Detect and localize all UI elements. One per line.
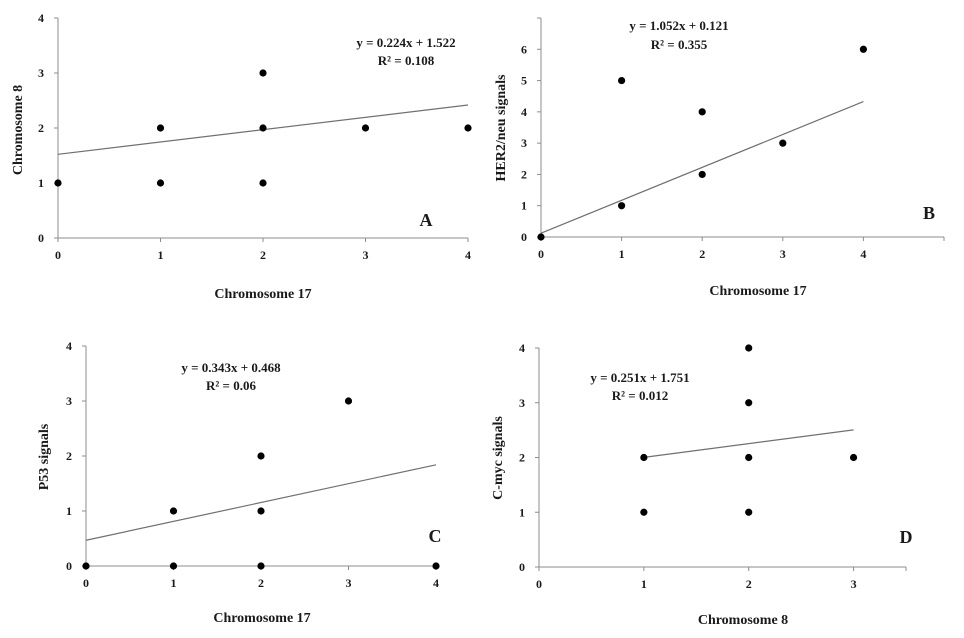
data-point xyxy=(432,562,440,570)
regression-equation: y = 0.224x + 1.522 xyxy=(356,35,455,50)
y-tick-label: 0 xyxy=(38,231,44,245)
y-tick-label: 1 xyxy=(66,504,72,518)
r-squared-label: R² = 0.355 xyxy=(651,37,708,52)
y-tick-label: 3 xyxy=(66,394,72,408)
data-point xyxy=(698,170,706,179)
y-tick-label: 4 xyxy=(38,11,44,25)
data-point xyxy=(745,453,753,462)
x-tick-label: 1 xyxy=(641,577,647,591)
x-tick-label: 1 xyxy=(158,248,164,262)
r-squared-label: R² = 0.108 xyxy=(378,53,435,68)
data-point xyxy=(156,179,165,187)
trendline xyxy=(540,101,864,234)
data-point xyxy=(640,453,648,462)
data-point xyxy=(259,69,267,77)
regression-equation: y = 0.251x + 1.751 xyxy=(590,370,689,385)
data-point xyxy=(169,562,178,570)
y-tick-label: 2 xyxy=(519,451,525,465)
panel-b: 0 1 2 3 4 0 1 2 3 4 5 6 Chromosome 17 HER2/neu signal… xyxy=(494,17,945,299)
data-point xyxy=(361,124,370,132)
data-point xyxy=(859,45,868,53)
y-tick-label: 4 xyxy=(519,341,525,355)
y-axis-title: C-myc signals xyxy=(491,416,506,500)
panel-c: 0 1 2 3 4 0 1 2 3 4 Chromosome 17 P53 signals y = 0.… xyxy=(37,339,442,626)
r-squared-label: R² = 0.012 xyxy=(612,388,668,403)
x-axis-title: Chromosome 17 xyxy=(213,611,310,626)
data-point xyxy=(745,399,753,407)
y-axis-title: Chromosome 8 xyxy=(11,85,26,175)
y-tick-label: 2 xyxy=(38,121,44,135)
x-tick-label: 2 xyxy=(699,247,705,261)
data-point xyxy=(82,562,90,570)
panel-letter: C xyxy=(429,526,442,546)
x-tick-label: 2 xyxy=(258,576,264,590)
x-axis-title: Chromosome 8 xyxy=(698,613,788,628)
y-tick-label: 2 xyxy=(521,167,527,181)
data-point xyxy=(259,124,267,132)
data-point xyxy=(779,139,787,147)
y-tick-label: 3 xyxy=(38,66,44,80)
y-tick-label: 1 xyxy=(519,505,525,519)
x-tick-label: 0 xyxy=(538,247,544,261)
y-tick-label: 3 xyxy=(521,136,527,150)
y-tick-label: 1 xyxy=(521,199,527,213)
regression-equation: y = 1.052x + 0.121 xyxy=(629,18,728,33)
y-tick-label: 4 xyxy=(521,105,527,119)
trendline xyxy=(85,464,437,541)
panel-d: 0 1 2 3 0 1 2 3 4 Chromosome 8 C-myc signals y = 0.… xyxy=(491,341,913,628)
y-tick-label: 1 xyxy=(38,176,44,190)
x-tick-label: 3 xyxy=(363,248,369,262)
x-tick-label: 3 xyxy=(346,576,352,590)
panel-letter: B xyxy=(923,203,935,223)
x-axis-title: Chromosome 17 xyxy=(214,287,311,302)
r-squared-label: R² = 0.06 xyxy=(206,378,256,393)
x-tick-label: 2 xyxy=(746,577,752,591)
x-tick-label: 3 xyxy=(851,577,857,591)
x-tick-label: 4 xyxy=(860,247,866,261)
data-point xyxy=(259,179,267,187)
x-tick-label: 4 xyxy=(465,248,471,262)
trendline xyxy=(643,429,854,458)
x-tick-label: 1 xyxy=(619,247,625,261)
data-point xyxy=(156,124,165,132)
x-tick-label: 3 xyxy=(780,247,786,261)
data-point xyxy=(54,179,62,187)
x-tick-label: 2 xyxy=(260,248,266,262)
x-tick-label: 0 xyxy=(55,248,61,262)
y-tick-label: 4 xyxy=(66,339,72,353)
data-point xyxy=(698,108,706,116)
data-point xyxy=(257,452,265,460)
x-tick-label: 0 xyxy=(536,577,542,591)
y-axis-title: HER2/neu signals xyxy=(494,74,509,182)
x-axis-title: Chromosome 17 xyxy=(709,284,806,299)
data-point xyxy=(849,453,858,462)
panel-letter: A xyxy=(420,210,433,230)
regression-equation: y = 0.343x + 0.468 xyxy=(181,360,281,375)
data-point xyxy=(257,507,265,515)
x-tick-label: 0 xyxy=(83,576,89,590)
data-point xyxy=(618,202,626,210)
data-point xyxy=(464,124,472,132)
y-tick-label: 0 xyxy=(521,230,527,244)
data-point xyxy=(618,76,626,85)
data-point xyxy=(344,397,353,405)
data-point xyxy=(745,508,753,516)
y-tick-label: 2 xyxy=(66,449,72,463)
x-tick-label: 1 xyxy=(171,576,177,590)
data-point xyxy=(745,344,753,352)
data-point xyxy=(640,508,648,516)
panel-a: 0 1 2 3 4 0 1 2 3 4 Chromosome 17 Chromosome 8 y = 0… xyxy=(11,11,472,302)
y-tick-label: 5 xyxy=(521,74,527,88)
data-point xyxy=(257,562,265,570)
x-tick-label: 4 xyxy=(433,576,439,590)
y-tick-label: 0 xyxy=(519,560,525,574)
y-axis-title: P53 signals xyxy=(37,423,52,490)
panel-letter: D xyxy=(900,527,913,547)
data-point xyxy=(169,507,178,515)
data-point xyxy=(537,233,545,241)
y-tick-label: 3 xyxy=(519,396,525,410)
y-tick-label: 0 xyxy=(66,559,72,573)
y-tick-label: 6 xyxy=(521,42,527,56)
